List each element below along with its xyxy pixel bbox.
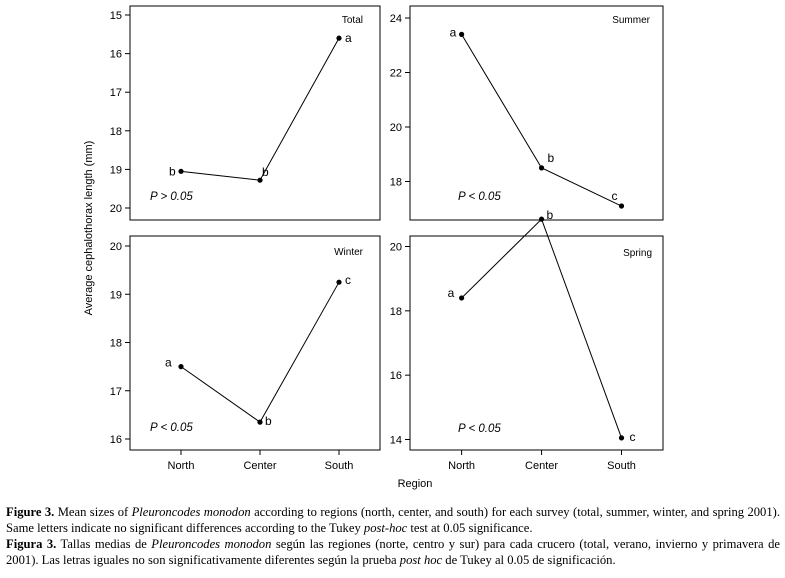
data-point [178,364,184,370]
y-tick-label: 20 [110,241,122,253]
y-tick-label: 18 [110,338,122,350]
p-value-label: P > 0.05 [150,191,193,203]
panel-title: Summer [612,15,650,26]
data-point [257,419,263,425]
p-value-label: P < 0.05 [458,423,501,435]
y-tick-label: 16 [390,370,402,382]
x-tick-label: North [448,460,475,472]
series-line [180,37,340,181]
y-tick-label: 16 [110,434,122,446]
p-value-label: P < 0.05 [150,422,193,434]
panel-title: Spring [623,248,652,259]
caption-english: Figure 3. Mean sizes of Pleuroncodes mon… [6,504,780,536]
p-value-label: P < 0.05 [458,191,501,203]
tukey-letter: a [165,356,172,370]
figure-panels: 15 16 17 18 19 20 b b a Total P > 0.05 18 20 22 24 a b c S… [83,5,664,490]
caption-en-posthoc: post-hoc [363,521,408,535]
caption-en-pre: Mean sizes of [54,505,132,519]
y-tick-label: 20 [390,122,402,134]
tukey-letter: a [448,286,455,300]
panel-summer: 18 20 22 24 a b c Summer P < 0.05 [390,5,664,221]
y-tick-label: 18 [110,126,122,138]
data-point [459,31,465,37]
y-tick-label: 17 [110,87,122,99]
data-point [618,435,625,441]
x-tick-label: Center [243,460,276,472]
tukey-letter: a [345,31,352,45]
data-point [257,177,263,183]
data-point [538,165,545,171]
y-axis-title: Average cephalothorax length (mm) [83,141,95,316]
y-tick-label: 19 [110,164,122,176]
data-point [336,35,342,41]
y-tick-label: 20 [390,242,402,254]
tukey-letter: c [612,189,618,203]
data-point [336,279,342,285]
y-tick-label: 24 [390,13,402,25]
panel-frame [409,235,664,451]
panel-total: 15 16 17 18 19 20 b b a Total P > 0.05 [110,5,381,221]
panel-winter: 16 17 18 19 20 North Center South a b c Winter P < 0… [110,235,381,472]
x-tick-label: South [325,460,354,472]
caption-es-posthoc: post hoc [399,553,443,567]
tukey-letter: c [630,430,636,444]
tukey-letter: c [345,273,351,287]
figure-caption: Figure 3. Mean sizes of Pleuroncodes mon… [6,504,780,568]
panel-spring: 14 16 18 20 North Center South a b c Spring P < 0.0… [390,208,664,472]
tukey-letter: b [265,414,272,428]
caption-en-post: test at 0.05 significance. [407,521,533,535]
panel-frame [409,5,664,221]
caption-es-label: Figura 3. [6,537,57,551]
panel-frame [129,235,381,451]
y-tick-label: 14 [390,435,402,447]
tukey-letter: b [169,164,176,178]
y-tick-label: 18 [390,177,402,189]
y-tick-label: 20 [110,203,122,215]
y-tick-label: 15 [110,10,122,22]
data-point [538,216,545,222]
panel-title: Winter [334,247,364,258]
caption-en-label: Figure 3. [6,505,55,519]
caption-en-species: Pleuroncodes monodon [131,505,251,519]
data-point [178,168,184,174]
y-tick-label: 18 [390,306,402,318]
tukey-letter: b [262,165,269,179]
series-line [461,34,622,207]
caption-spanish: Figura 3. Tallas medias de Pleuroncodes … [6,536,780,568]
panel-title: Total [342,15,363,26]
caption-es-species: Pleuroncodes monodon [151,537,272,551]
series-line [180,281,340,423]
x-tick-label: South [607,460,636,472]
caption-es-post: de Tukey al 0.05 de significación. [442,553,616,567]
caption-en-mid: according to regions (north, center, and… [6,505,780,535]
tukey-letter: b [547,208,554,222]
y-tick-label: 17 [110,386,122,398]
y-tick-label: 19 [110,289,122,301]
x-tick-label: North [168,460,195,472]
y-tick-label: 22 [390,68,402,80]
data-point [459,295,465,301]
caption-es-pre: Tallas medias de [56,537,152,551]
tukey-letter: a [450,25,457,39]
x-axis-title: Region [398,478,433,490]
y-tick-label: 16 [110,49,122,61]
panel-frame [129,5,381,221]
caption-es-mid: según las regiones (norte, centro y sur)… [6,537,780,567]
tukey-letter: b [548,151,555,165]
x-tick-label: Center [525,460,558,472]
data-point [618,203,625,209]
series-line [461,218,622,439]
